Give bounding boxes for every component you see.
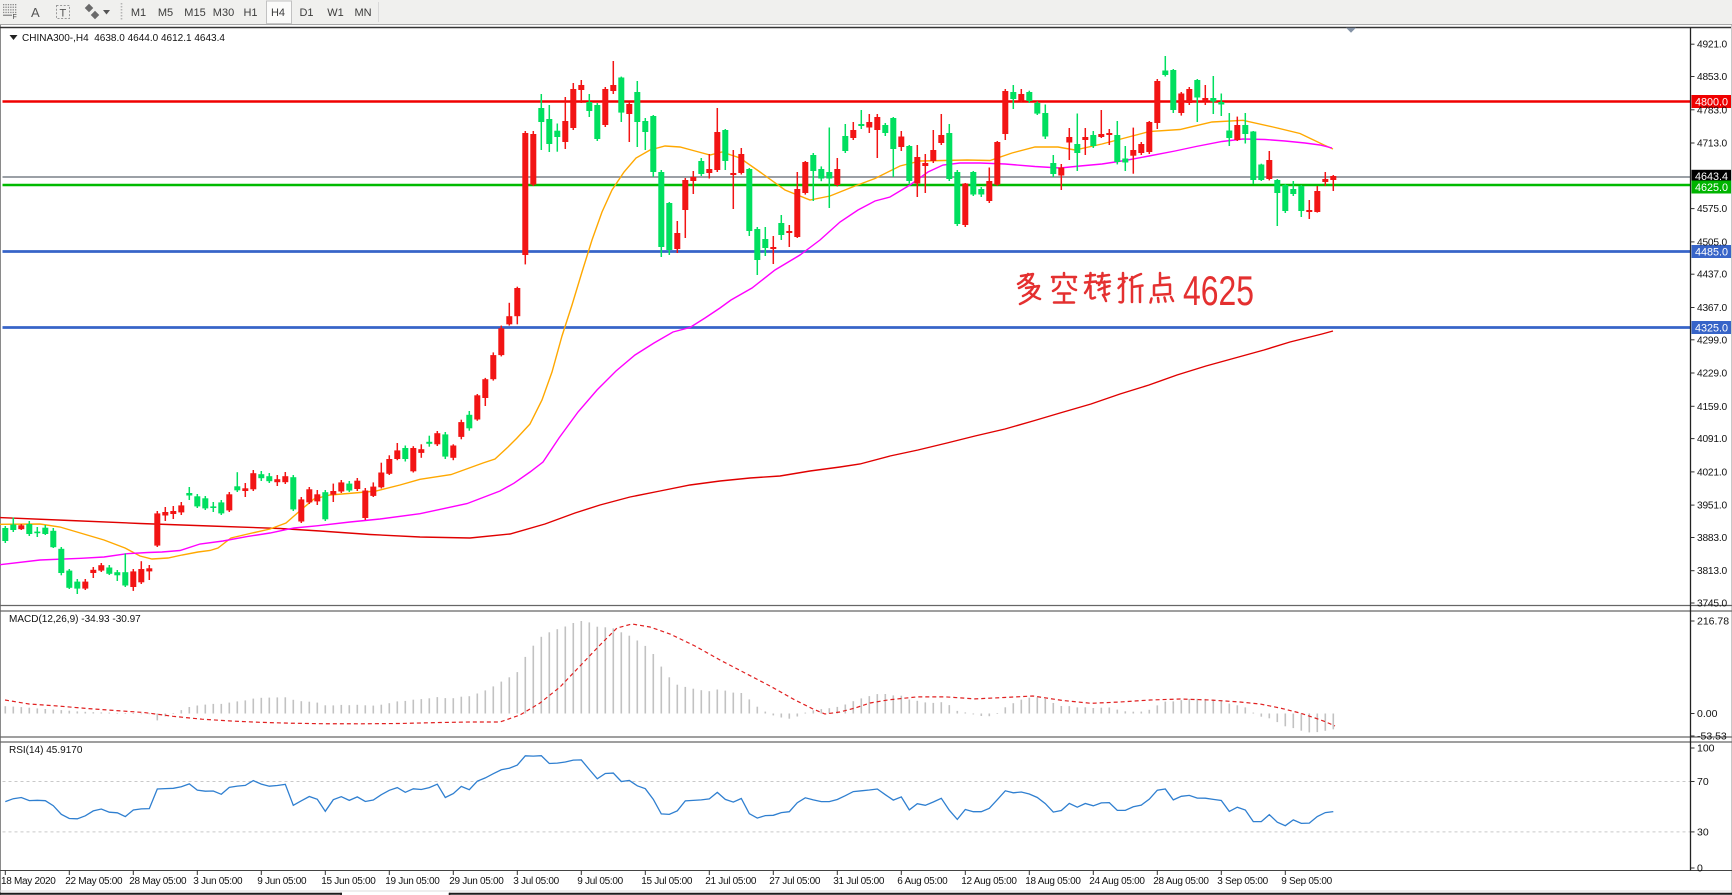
svg-text:29 Jun 05:00: 29 Jun 05:00 bbox=[449, 876, 504, 887]
svg-text:27 Jul 05:00: 27 Jul 05:00 bbox=[769, 876, 821, 887]
svg-text:9 Jun 05:00: 9 Jun 05:00 bbox=[257, 876, 307, 887]
svg-text:4853.0: 4853.0 bbox=[1697, 72, 1727, 83]
svg-text:9 Sep 05:00: 9 Sep 05:00 bbox=[1281, 876, 1332, 887]
svg-text:H4: H4 bbox=[271, 7, 285, 19]
svg-text:4091.0: 4091.0 bbox=[1697, 434, 1727, 445]
svg-text:-53.53: -53.53 bbox=[1697, 731, 1727, 743]
svg-text:6 Aug 05:00: 6 Aug 05:00 bbox=[897, 876, 948, 887]
svg-text:0.00: 0.00 bbox=[1697, 708, 1718, 720]
svg-text:12 Aug 05:00: 12 Aug 05:00 bbox=[961, 876, 1017, 887]
svg-text:MACD(12,26,9) -34.93 -30.97: MACD(12,26,9) -34.93 -30.97 bbox=[9, 614, 141, 625]
svg-text:4367.0: 4367.0 bbox=[1697, 303, 1727, 314]
svg-text:M1: M1 bbox=[131, 7, 146, 19]
svg-text:15 Jul 05:00: 15 Jul 05:00 bbox=[641, 876, 693, 887]
svg-text:28 May 05:00: 28 May 05:00 bbox=[129, 876, 187, 887]
svg-text:H1: H1 bbox=[243, 7, 257, 19]
svg-text:4325.0: 4325.0 bbox=[1695, 322, 1728, 334]
svg-text:4437.0: 4437.0 bbox=[1697, 270, 1727, 281]
svg-text:15 Jun 05:00: 15 Jun 05:00 bbox=[321, 876, 376, 887]
svg-text:4625.0: 4625.0 bbox=[1695, 182, 1728, 194]
svg-text:3 Sep 05:00: 3 Sep 05:00 bbox=[1217, 876, 1268, 887]
svg-text:21 Jul 05:00: 21 Jul 05:00 bbox=[705, 876, 757, 887]
svg-text:100: 100 bbox=[1697, 743, 1715, 755]
svg-text:28 Aug 05:00: 28 Aug 05:00 bbox=[1153, 876, 1209, 887]
svg-text:70: 70 bbox=[1697, 776, 1709, 788]
svg-text:4485.0: 4485.0 bbox=[1695, 246, 1728, 258]
svg-text:M5: M5 bbox=[158, 7, 173, 19]
svg-text:216.78: 216.78 bbox=[1697, 616, 1729, 628]
svg-text:4713.0: 4713.0 bbox=[1697, 139, 1727, 150]
svg-text:3951.0: 3951.0 bbox=[1697, 501, 1727, 512]
svg-text:A: A bbox=[31, 5, 40, 20]
svg-text:W1: W1 bbox=[327, 7, 344, 19]
svg-text:9 Jul 05:00: 9 Jul 05:00 bbox=[577, 876, 623, 887]
svg-text:4575.0: 4575.0 bbox=[1697, 204, 1727, 215]
svg-text:M15: M15 bbox=[184, 7, 205, 19]
svg-text:18 Aug 05:00: 18 Aug 05:00 bbox=[1025, 876, 1081, 887]
svg-text:4625: 4625 bbox=[1183, 267, 1254, 314]
svg-text:MN: MN bbox=[354, 7, 371, 19]
svg-text:4643.4: 4643.4 bbox=[1695, 171, 1728, 183]
svg-text:24 Aug 05:00: 24 Aug 05:00 bbox=[1089, 876, 1145, 887]
svg-text:CHINA300-,H4 4638.0 4644.0 46: CHINA300-,H4 4638.0 4644.0 4612.1 4643.4 bbox=[22, 33, 225, 44]
svg-text:18 May 2020: 18 May 2020 bbox=[1, 876, 56, 887]
svg-text:4299.0: 4299.0 bbox=[1697, 335, 1727, 346]
svg-text:D1: D1 bbox=[299, 7, 313, 19]
svg-text:4021.0: 4021.0 bbox=[1697, 467, 1727, 478]
svg-text:4159.0: 4159.0 bbox=[1697, 402, 1727, 413]
svg-text:3 Jul 05:00: 3 Jul 05:00 bbox=[513, 876, 559, 887]
svg-text:19 Jun 05:00: 19 Jun 05:00 bbox=[385, 876, 440, 887]
svg-text:3 Jun 05:00: 3 Jun 05:00 bbox=[193, 876, 243, 887]
svg-text:22 May 05:00: 22 May 05:00 bbox=[65, 876, 123, 887]
svg-text:31 Jul 05:00: 31 Jul 05:00 bbox=[833, 876, 885, 887]
svg-text:4783.0: 4783.0 bbox=[1697, 105, 1727, 116]
svg-text:4800.0: 4800.0 bbox=[1695, 96, 1728, 108]
svg-text:F: F bbox=[13, 14, 17, 21]
svg-text:0: 0 bbox=[1697, 863, 1703, 875]
svg-text:3745.0: 3745.0 bbox=[1697, 599, 1727, 610]
svg-text:4921.0: 4921.0 bbox=[1697, 40, 1727, 51]
svg-text:M30: M30 bbox=[213, 7, 234, 19]
svg-text:T: T bbox=[60, 8, 67, 20]
svg-text:4229.0: 4229.0 bbox=[1697, 369, 1727, 380]
svg-text:30: 30 bbox=[1697, 826, 1709, 838]
svg-text:3883.0: 3883.0 bbox=[1697, 533, 1727, 544]
svg-text:RSI(14) 45.9170: RSI(14) 45.9170 bbox=[9, 745, 83, 756]
svg-text:3813.0: 3813.0 bbox=[1697, 566, 1727, 577]
svg-text:4505.0: 4505.0 bbox=[1697, 237, 1727, 248]
